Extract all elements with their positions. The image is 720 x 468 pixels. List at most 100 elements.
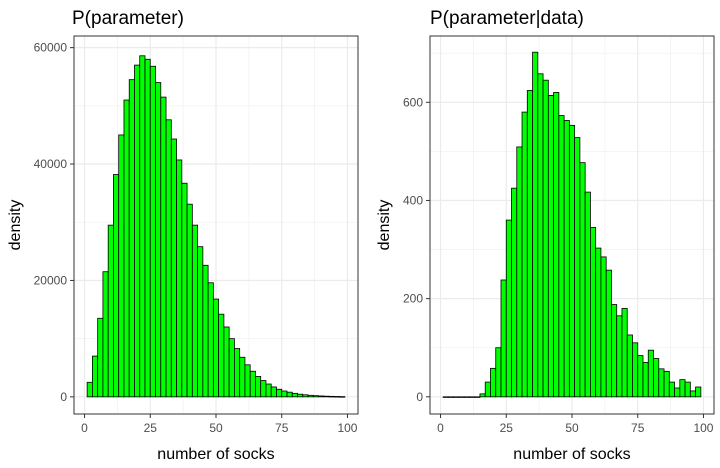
chart-left-x-tick-label: 100 xyxy=(337,421,357,435)
chart-right-bar xyxy=(584,191,591,398)
chart-right-bar xyxy=(490,367,497,398)
chart-left-y-tick-label: 20000 xyxy=(34,273,68,287)
chart-left-bar xyxy=(107,224,114,398)
chart-right-bar xyxy=(621,308,628,398)
chart-left-bar xyxy=(239,356,246,398)
chart-left-bar xyxy=(244,364,251,398)
chart-left-bar xyxy=(155,82,162,398)
chart-left-bar xyxy=(255,376,262,398)
chart-left-bar xyxy=(92,355,99,398)
chart-right-bar xyxy=(637,355,644,398)
chart-right-bar xyxy=(674,387,681,398)
chart-right-bar xyxy=(453,396,460,398)
chart-right-bar xyxy=(448,396,455,398)
chart-right-axes: 0 25 50 75 100 0 200 400 600 xyxy=(403,95,714,435)
chart-right-bar xyxy=(642,362,649,398)
chart-left-bar xyxy=(223,326,230,398)
chart-right-y-tick-label: 600 xyxy=(403,95,423,109)
chart-right-bar xyxy=(600,256,607,398)
chart-right-bar xyxy=(579,162,586,398)
chart-right-bar xyxy=(653,358,660,398)
chart-right-bar xyxy=(658,368,665,398)
chart-right-bar xyxy=(695,386,702,398)
chart-left-x-tick-label: 75 xyxy=(275,421,289,435)
chart-left-bar xyxy=(276,388,283,398)
chart-right-bar xyxy=(495,347,502,398)
chart-left-y-axis-label: density xyxy=(7,200,24,251)
chart-right-bar xyxy=(574,137,581,398)
chart-right: P(parameter|data) 0 25 50 75 100 0 200 400 600 n… xyxy=(376,8,715,463)
chart-left-x-tick-label: 0 xyxy=(81,421,88,435)
chart-right-x-tick-label: 0 xyxy=(437,421,444,435)
chart-left-bar xyxy=(191,224,198,398)
chart-left-bar xyxy=(86,381,93,398)
chart-left-y-tick-label: 60000 xyxy=(34,41,68,55)
chart-right-bar xyxy=(532,51,539,398)
chart-right-bar xyxy=(553,92,560,398)
chart-left-bar xyxy=(128,79,135,398)
chart-left-x-axis-label: number of socks xyxy=(157,446,274,463)
chart-left-bar xyxy=(318,395,325,398)
chart-right-bar xyxy=(663,370,670,398)
chart-left-x-tick-label: 25 xyxy=(144,421,158,435)
chart-left-bar xyxy=(297,393,304,398)
chart-right-bar xyxy=(479,393,486,398)
chart-left-bar xyxy=(118,134,125,398)
chart-right-x-tick-label: 50 xyxy=(565,421,579,435)
chart-left-bar xyxy=(149,65,156,398)
chart-left-bar xyxy=(307,394,314,398)
chart-left-bar xyxy=(181,182,188,398)
chart-left-bar xyxy=(286,391,293,398)
chart-left-bar xyxy=(97,317,104,398)
chart-right-x-axis-label: number of socks xyxy=(513,446,630,463)
chart-right-title: P(parameter|data) xyxy=(430,8,584,29)
chart-right-bar xyxy=(537,73,544,398)
chart-right-bar xyxy=(605,269,612,398)
chart-right-bar xyxy=(516,146,523,398)
chart-right-bar xyxy=(595,247,602,398)
chart-left-bar xyxy=(139,55,146,398)
chart-right-y-tick-label: 200 xyxy=(403,292,423,306)
chart-left-x-tick-label: 50 xyxy=(209,421,223,435)
chart-left-bar xyxy=(176,159,183,398)
chart-left-bar xyxy=(144,58,151,398)
chart-right-bar xyxy=(684,381,691,398)
chart-right-bar xyxy=(505,219,512,398)
chart-left-bar xyxy=(302,394,309,398)
chart-right-bar xyxy=(632,342,639,398)
chart-left-bar xyxy=(160,96,167,398)
chart-right-bar xyxy=(568,124,576,398)
chart-left-bar xyxy=(228,338,235,398)
chart-right-bar xyxy=(458,396,465,398)
chart-left: P(parameter) 0 25 50 75 1000200004000060000 … xyxy=(7,8,359,463)
chart-left-bar xyxy=(328,395,335,398)
chart-right-bar xyxy=(474,396,481,398)
chart-right-bar xyxy=(463,396,470,398)
chart-left-bar xyxy=(207,282,214,398)
chart-right-bar xyxy=(668,381,675,398)
chart-left-bar xyxy=(170,138,177,398)
chart-right-y-tick-label: 0 xyxy=(416,390,423,404)
chart-left-bar xyxy=(218,313,225,398)
chart-right-x-tick-label: 75 xyxy=(631,421,645,435)
chart-right-bar xyxy=(469,396,476,398)
chart-right-bar xyxy=(647,349,654,398)
chart-right-bar xyxy=(547,95,554,398)
chart-right-bar xyxy=(526,90,533,398)
chart-left-bar xyxy=(186,203,193,398)
chart-left-bar xyxy=(202,264,209,398)
chart-left-bar xyxy=(123,99,130,398)
chart-right-x-tick-label: 100 xyxy=(693,421,713,435)
chart-left-bar xyxy=(165,119,172,398)
chart-left-bar xyxy=(113,174,120,398)
chart-left-bar xyxy=(212,298,220,398)
chart-right-bar xyxy=(689,390,696,398)
chart-left-axes: 0 25 50 75 100 0 20000 40000 60000 xyxy=(34,41,358,435)
chart-right-bar xyxy=(484,381,491,398)
chart-right-bar xyxy=(616,315,623,398)
chart-left-bar xyxy=(323,395,330,398)
chart-left-y-tick-label: 0 xyxy=(60,390,67,404)
chart-right-bar xyxy=(611,304,618,398)
chart-right-bar xyxy=(626,334,633,398)
chart-left-bar xyxy=(234,348,241,398)
